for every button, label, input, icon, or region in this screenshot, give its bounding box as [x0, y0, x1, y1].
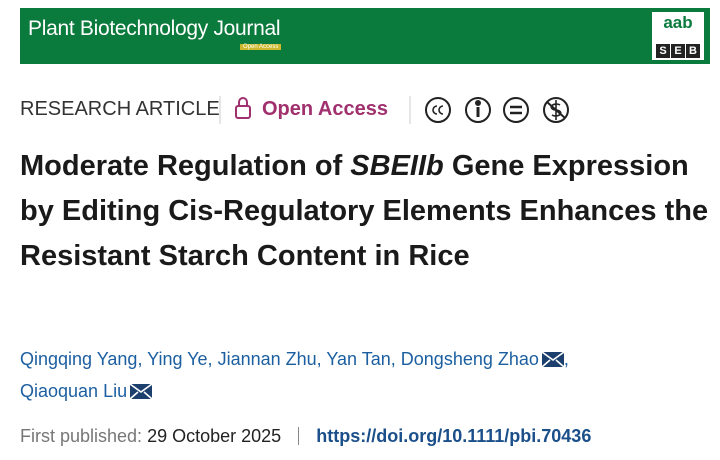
title-gene: SBEIIb: [350, 150, 444, 182]
author-separator: ,: [207, 349, 213, 369]
logo-letter: E: [671, 44, 685, 58]
author-list: Qingqing Yang, Ying Ye, Jiannan Zhu, Yan…: [20, 343, 700, 407]
title-part: Gene Expression by Editing Cis-Regulator…: [20, 150, 709, 272]
lock-icon: [235, 97, 251, 119]
author-separator: ,: [137, 349, 143, 369]
divider: [298, 427, 300, 445]
published-label: First published:: [20, 426, 143, 446]
journal-banner: Plant Biotechnology Journal Open Access …: [20, 8, 710, 64]
author-separator: ,: [316, 349, 322, 369]
logo-letter: S: [656, 44, 670, 58]
author: Ying Ye,: [147, 349, 212, 369]
article-type: RESEARCH ARTICLE: [20, 98, 220, 120]
logo-aab: aab: [663, 13, 693, 32]
author: Qiaoquan Liu: [20, 381, 153, 401]
title-part: Moderate Regulation of: [20, 150, 351, 182]
author: Jiannan Zhu,: [218, 349, 322, 369]
author: Dongsheng Zhao,: [401, 349, 569, 369]
author-name[interactable]: Jiannan Zhu: [217, 349, 317, 369]
doi-link[interactable]: https://doi.org/10.1111/pbi.70436: [316, 426, 592, 446]
author-name[interactable]: Dongsheng Zhao: [400, 349, 539, 369]
author: Qingqing Yang,: [20, 349, 142, 369]
meta-icons: [219, 96, 569, 124]
author: Yan Tan,: [326, 349, 395, 369]
email-icon[interactable]: [541, 352, 564, 367]
author-name[interactable]: Qiaoquan Liu: [20, 381, 128, 401]
author-name[interactable]: Yan Tan: [326, 349, 391, 369]
article-title: Moderate Regulation of SBEIIb Gene Expre…: [20, 144, 710, 279]
society-logo: aab S E B: [652, 12, 704, 60]
author-separator: ,: [390, 349, 396, 369]
published-date: 29 October 2025: [147, 426, 282, 446]
license-icons[interactable]: [425, 97, 569, 123]
banner-badge: Open Access: [240, 44, 282, 50]
email-icon[interactable]: [130, 384, 153, 399]
logo-letter: B: [686, 44, 700, 58]
journal-name[interactable]: Plant Biotechnology Journal: [28, 17, 281, 40]
publication-info: First published: 29 October 2025 https:/…: [20, 426, 591, 447]
author-name[interactable]: Qingqing Yang: [20, 349, 138, 369]
author-separator: ,: [563, 349, 569, 369]
author-name[interactable]: Ying Ye: [147, 349, 208, 369]
open-access[interactable]: Open Access: [262, 98, 388, 120]
